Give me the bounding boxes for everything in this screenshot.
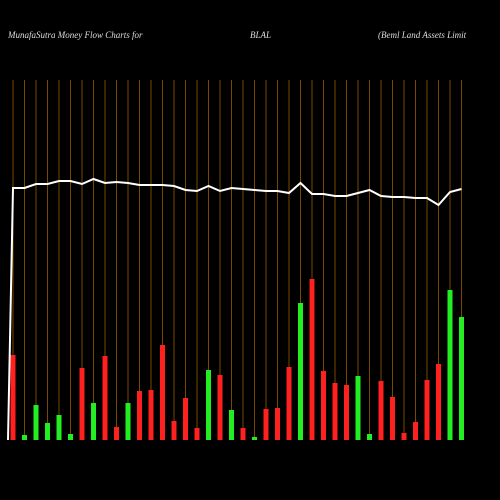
bar — [378, 381, 384, 440]
bar — [286, 367, 292, 440]
bar — [275, 408, 280, 440]
bar — [125, 403, 131, 440]
bar — [114, 427, 119, 440]
bar — [436, 364, 441, 440]
bar — [447, 290, 453, 440]
bar — [424, 380, 430, 440]
bar — [413, 422, 418, 440]
chart-symbol: BLAL — [250, 30, 271, 40]
chart-title: MunafaSutra Money Flow Charts for — [7, 30, 143, 40]
bar — [68, 434, 73, 440]
bar — [229, 410, 234, 440]
bar — [137, 391, 142, 440]
bar — [401, 433, 407, 440]
bar — [56, 415, 62, 440]
bar — [367, 434, 372, 440]
bar — [263, 409, 269, 440]
bar — [321, 371, 326, 440]
bar — [45, 423, 50, 440]
chart-subtitle: (Beml Land Assets Limit — [378, 30, 467, 40]
bar — [102, 356, 108, 440]
bar — [217, 375, 223, 440]
bar — [206, 370, 211, 440]
bar — [79, 368, 85, 440]
bar — [148, 390, 154, 440]
bar — [298, 303, 303, 440]
bar — [390, 397, 395, 440]
bar — [344, 385, 349, 440]
bar — [171, 421, 177, 440]
money-flow-line — [7, 177, 462, 441]
bar — [252, 437, 257, 440]
bar — [10, 355, 16, 440]
bar — [160, 345, 165, 440]
bar — [91, 403, 96, 440]
bar — [355, 376, 361, 440]
bar — [22, 435, 27, 440]
bar — [332, 383, 338, 440]
bar — [240, 428, 246, 440]
bar — [33, 405, 39, 440]
bar — [459, 317, 464, 440]
bar — [309, 279, 315, 440]
bar — [194, 428, 200, 440]
bar — [183, 398, 188, 440]
